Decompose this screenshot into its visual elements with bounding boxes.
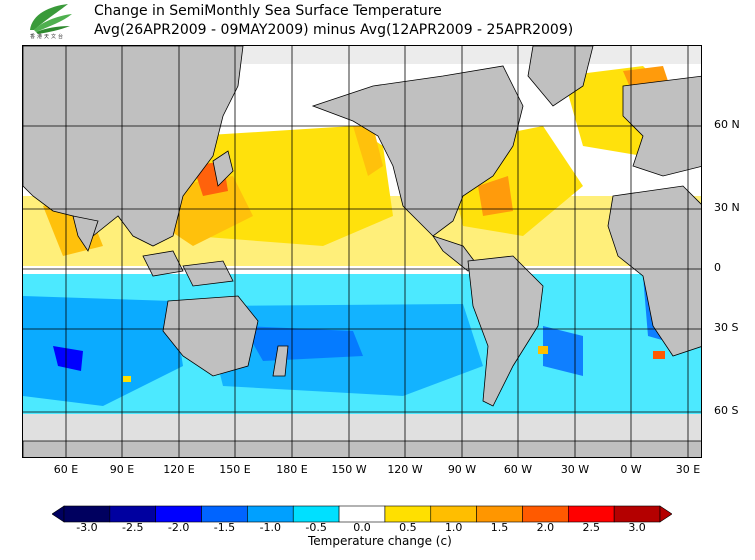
- lon-label-180e: 180 E: [276, 463, 308, 476]
- lat-label-60s: 60 S: [714, 404, 739, 417]
- colorbar-tick-label: 2.0: [536, 521, 555, 534]
- colorbar-swatch: [476, 505, 523, 523]
- colorbar-max-arrow: [659, 505, 672, 523]
- logo-text: 香港天文台: [30, 34, 66, 40]
- lon-label-0w: 0 W: [620, 463, 642, 476]
- lon-label-120e: 120 E: [163, 463, 195, 476]
- lon-label-30e: 30 E: [675, 463, 701, 476]
- lat-label-30s: 30 S: [714, 321, 739, 334]
- colorbar-tick-label: -2.5: [122, 521, 144, 534]
- colorbar-tick-label: 2.5: [582, 521, 600, 534]
- lat-label-60n: 60 N: [714, 118, 740, 131]
- colorbar-swatch: [338, 505, 386, 523]
- colorbar-swatch: [292, 505, 340, 523]
- lon-label-120w: 120 W: [387, 463, 423, 476]
- colorbar-tick-label: 3.0: [628, 521, 646, 534]
- colorbar-tick-label: 1.5: [490, 521, 509, 534]
- colorbar-swatch: [613, 505, 661, 523]
- hko-logo: 香港天文台: [22, 2, 80, 42]
- colorbar-swatch: [63, 505, 111, 523]
- colorbar-tick-label: 0.5: [399, 521, 417, 534]
- lon-label-90w: 90 W: [447, 463, 477, 476]
- colorbar-swatch: [430, 505, 477, 523]
- colorbar-tick-label: -1.5: [213, 521, 236, 534]
- colorbar-title: Temperature change (c): [308, 534, 452, 548]
- colorbar-tick-label: 1.0: [444, 521, 463, 534]
- lon-label-150e: 150 E: [219, 463, 251, 476]
- lat-label-0: 0: [714, 261, 721, 274]
- colorbar-tick-label: -1.0: [259, 521, 282, 534]
- colorbar-tick-label: -2.0: [167, 521, 190, 534]
- colorbar-swatch: [247, 505, 294, 523]
- colorbar-min-arrow: [52, 505, 65, 523]
- title-line-2: Avg(26APR2009 - 09MAY2009) minus Avg(12A…: [94, 22, 574, 38]
- colorbar: [52, 505, 672, 523]
- map-canvas: [23, 46, 701, 457]
- colorbar-swatch: [384, 505, 432, 523]
- lon-label-60e: 60 E: [53, 463, 79, 476]
- colorbar-swatch: [155, 505, 202, 523]
- colorbar-tick-label: -3.0: [76, 521, 98, 534]
- colorbar-swatch: [201, 505, 248, 523]
- colorbar-tick-label: 0.0: [353, 521, 371, 534]
- cold-anomaly-region: [23, 274, 701, 414]
- colorbar-swatch: [522, 505, 569, 523]
- sst-change-map: [22, 45, 702, 458]
- colorbar-swatch: [109, 505, 156, 523]
- lon-label-150w: 150 W: [331, 463, 367, 476]
- title-line-1: Change in SemiMonthly Sea Surface Temper…: [94, 3, 442, 19]
- lon-label-60w: 60 W: [503, 463, 533, 476]
- grid: [23, 46, 701, 457]
- colorbar-swatch: [568, 505, 615, 523]
- colorbar-tick-label: -0.5: [305, 521, 327, 534]
- lat-label-30n: 30 N: [714, 201, 740, 214]
- lon-label-90e: 90 E: [109, 463, 135, 476]
- chart-title: Change in SemiMonthly Sea Surface Temper…: [94, 2, 573, 40]
- lon-label-30w: 30 W: [560, 463, 590, 476]
- leaf-logo-icon: [30, 4, 72, 34]
